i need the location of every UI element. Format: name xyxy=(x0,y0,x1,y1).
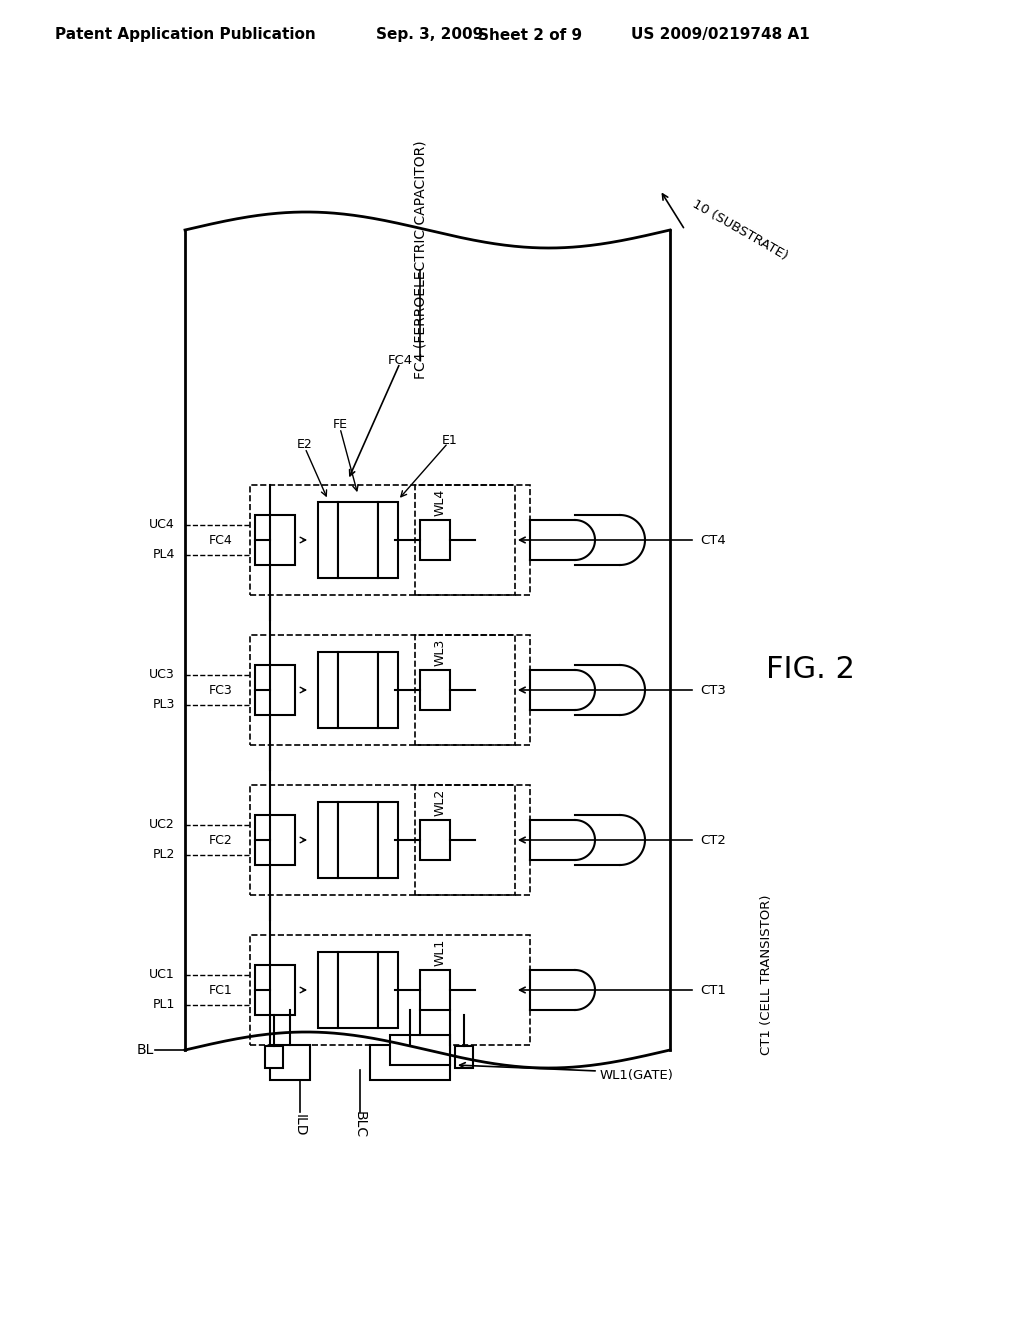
Text: FC1: FC1 xyxy=(208,983,232,997)
Text: WL1: WL1 xyxy=(433,939,446,966)
Text: E2: E2 xyxy=(297,438,313,451)
Text: WL3: WL3 xyxy=(433,639,446,665)
Bar xyxy=(420,820,450,861)
Bar xyxy=(420,671,450,710)
Text: FC4: FC4 xyxy=(387,354,413,367)
Text: CT3: CT3 xyxy=(700,684,726,697)
Text: CT4: CT4 xyxy=(700,533,726,546)
Bar xyxy=(390,1035,450,1065)
Text: PL4: PL4 xyxy=(153,549,175,561)
Bar xyxy=(250,484,530,595)
Bar xyxy=(250,635,530,744)
Text: UC1: UC1 xyxy=(150,969,175,982)
Bar xyxy=(318,803,338,878)
Text: UC2: UC2 xyxy=(150,818,175,832)
Bar xyxy=(378,952,398,1028)
Bar xyxy=(370,1045,450,1080)
Bar xyxy=(420,520,450,560)
Bar xyxy=(338,803,378,878)
Bar xyxy=(338,952,378,1028)
Text: CT1: CT1 xyxy=(700,983,726,997)
Bar xyxy=(378,502,398,578)
Bar xyxy=(455,1045,473,1068)
Text: WL4: WL4 xyxy=(433,488,446,516)
Text: Sheet 2 of 9: Sheet 2 of 9 xyxy=(478,28,582,42)
Text: US 2009/0219748 A1: US 2009/0219748 A1 xyxy=(631,28,809,42)
Text: UC4: UC4 xyxy=(150,519,175,532)
Bar xyxy=(378,652,398,729)
Text: FC4 (FERROELECTRIC CAPACITOR): FC4 (FERROELECTRIC CAPACITOR) xyxy=(413,141,427,379)
Text: ILD: ILD xyxy=(293,1114,307,1137)
Bar xyxy=(255,814,295,865)
Bar xyxy=(265,1045,283,1068)
Text: PL2: PL2 xyxy=(153,849,175,862)
Bar xyxy=(338,652,378,729)
Text: PL1: PL1 xyxy=(153,998,175,1011)
Text: BL: BL xyxy=(136,1043,154,1057)
Bar xyxy=(270,1045,310,1080)
Text: 10 (SUBSTRATE): 10 (SUBSTRATE) xyxy=(690,198,790,263)
Bar xyxy=(378,803,398,878)
Bar xyxy=(338,502,378,578)
Text: FC2: FC2 xyxy=(208,833,232,846)
Bar xyxy=(255,965,295,1015)
Text: CT1 (CELL TRANSISTOR): CT1 (CELL TRANSISTOR) xyxy=(760,895,773,1055)
Bar xyxy=(250,785,530,895)
Bar xyxy=(255,665,295,715)
Bar xyxy=(318,502,338,578)
Text: E1: E1 xyxy=(442,433,458,446)
Text: UC3: UC3 xyxy=(150,668,175,681)
Bar xyxy=(318,952,338,1028)
Text: PL3: PL3 xyxy=(153,698,175,711)
Text: WL1(GATE): WL1(GATE) xyxy=(600,1068,674,1081)
Bar xyxy=(420,970,450,1010)
Text: Patent Application Publication: Patent Application Publication xyxy=(54,28,315,42)
Bar xyxy=(318,652,338,729)
Text: Sep. 3, 2009: Sep. 3, 2009 xyxy=(377,28,483,42)
Bar xyxy=(415,785,515,895)
Bar xyxy=(415,635,515,744)
Bar xyxy=(250,935,530,1045)
Text: FE: FE xyxy=(333,418,347,432)
Bar xyxy=(255,515,295,565)
Text: WL2: WL2 xyxy=(433,788,446,816)
Bar xyxy=(415,484,515,595)
Text: CT2: CT2 xyxy=(700,833,726,846)
Text: FC4: FC4 xyxy=(208,533,232,546)
Text: BLC: BLC xyxy=(353,1111,367,1139)
Text: FIG. 2: FIG. 2 xyxy=(766,656,854,685)
Text: FC3: FC3 xyxy=(208,684,232,697)
